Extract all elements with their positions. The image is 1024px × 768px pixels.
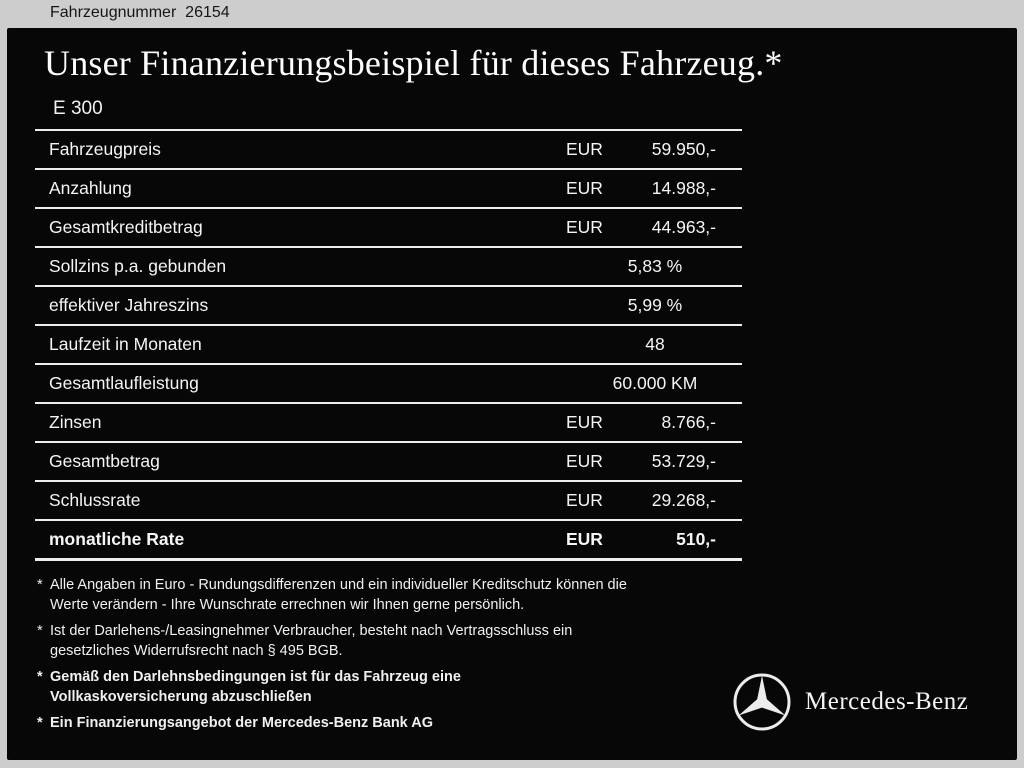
row-value: EUR 8.766,- [566, 412, 716, 433]
amount: 59.950,- [651, 139, 716, 159]
table-row: Sollzins p.a. gebunden 5,83 % [35, 248, 742, 287]
row-label: monatliche Rate [49, 529, 185, 549]
row-label: Schlussrate [49, 490, 141, 510]
footnote-marker: * [37, 669, 43, 685]
row-value: EUR 510,- [566, 529, 716, 550]
row-label: Gesamtbetrag [49, 451, 160, 471]
currency-code: EUR [566, 412, 603, 432]
footnote-text: Alle Angaben in Euro - Rundungsdifferenz… [50, 577, 627, 613]
footnote-text: Ein Finanzierungsangebot der Mercedes-Be… [50, 715, 433, 731]
row-label: Anzahlung [49, 178, 132, 198]
row-label: Sollzins p.a. gebunden [49, 256, 227, 276]
financing-panel: Unser Finanzierungsbeispiel für dieses F… [7, 28, 1017, 760]
amount: 14.988,- [651, 178, 716, 198]
currency-code: EUR [566, 490, 603, 510]
amount: 29.268,- [651, 490, 716, 510]
row-value: EUR 29.268,- [566, 490, 716, 511]
footnote-marker: * [37, 577, 43, 593]
row-label: Gesamtlaufleistung [49, 373, 199, 393]
row-label: Gesamtkreditbetrag [49, 217, 203, 237]
page-title: Unser Finanzierungsbeispiel für dieses F… [44, 43, 783, 83]
table-row: Anzahlung EUR 14.988,- [35, 170, 742, 209]
footnote: * Ein Finanzierungsangebot der Mercedes-B… [37, 714, 737, 734]
row-value: 5,99 % [627, 295, 683, 315]
footnote: * Gemäß den Darlehnsbedingungen ist für d… [37, 668, 737, 707]
table-row: Schlussrate EUR 29.268,- [35, 482, 742, 521]
row-value: 60.000 KM [612, 373, 698, 393]
table-row: effektiver Jahreszins 5,99 % [35, 287, 742, 326]
footnote: * Alle Angaben in Euro - Rundungsdifferen… [37, 576, 737, 615]
row-value: 48 [645, 334, 665, 354]
amount: 44.963,- [651, 217, 716, 237]
footnotes: * Alle Angaben in Euro - Rundungsdifferen… [37, 576, 737, 741]
currency-code: EUR [566, 139, 603, 159]
row-value: EUR 14.988,- [566, 178, 716, 199]
brand: Mercedes-Benz [732, 672, 968, 732]
row-label: effektiver Jahreszins [49, 295, 209, 315]
footnote-text: Ist der Darlehens-/Leasingnehmer Verbrau… [50, 623, 573, 659]
vehicle-model: E 300 [53, 98, 103, 119]
amount: 53.729,- [651, 451, 716, 471]
currency-code: EUR [566, 529, 603, 549]
table-row: Gesamtlaufleistung 60.000 KM [35, 365, 742, 404]
footnote: * Ist der Darlehens-/Leasingnehmer Verbra… [37, 622, 737, 661]
row-value: EUR 53.729,- [566, 451, 716, 472]
row-value: 5,83 % [627, 256, 683, 276]
table-row: Gesamtkreditbetrag EUR 44.963,- [35, 209, 742, 248]
row-label: Fahrzeugpreis [49, 139, 161, 159]
currency-code: EUR [566, 451, 603, 471]
brand-name: Mercedes-Benz [805, 688, 969, 715]
table-row: Fahrzeugpreis EUR 59.950,- [35, 131, 742, 170]
table-row: monatliche Rate EUR 510,- [35, 521, 742, 561]
row-label: Zinsen [49, 412, 102, 432]
table-row: Laufzeit in Monaten 48 [35, 326, 742, 365]
vehicle-number: Fahrzeugnummer 26154 [50, 4, 230, 21]
footnote-marker: * [37, 715, 43, 731]
currency-code: EUR [566, 217, 603, 237]
finance-table: Fahrzeugpreis EUR 59.950,- Anzahlung EUR 14.9… [35, 129, 742, 561]
row-value: EUR 44.963,- [566, 217, 716, 238]
row-value: EUR 59.950,- [566, 139, 716, 160]
footnote-text: Gemäß den Darlehnsbedingungen ist für da… [50, 669, 461, 705]
mercedes-star-icon [733, 673, 791, 731]
row-label: Laufzeit in Monaten [49, 334, 202, 354]
footnote-marker: * [37, 623, 43, 639]
table-row: Gesamtbetrag EUR 53.729,- [35, 443, 742, 482]
amount: 510,- [676, 529, 716, 549]
table-row: Zinsen EUR 8.766,- [35, 404, 742, 443]
currency-code: EUR [566, 178, 603, 198]
amount: 8.766,- [661, 412, 716, 432]
